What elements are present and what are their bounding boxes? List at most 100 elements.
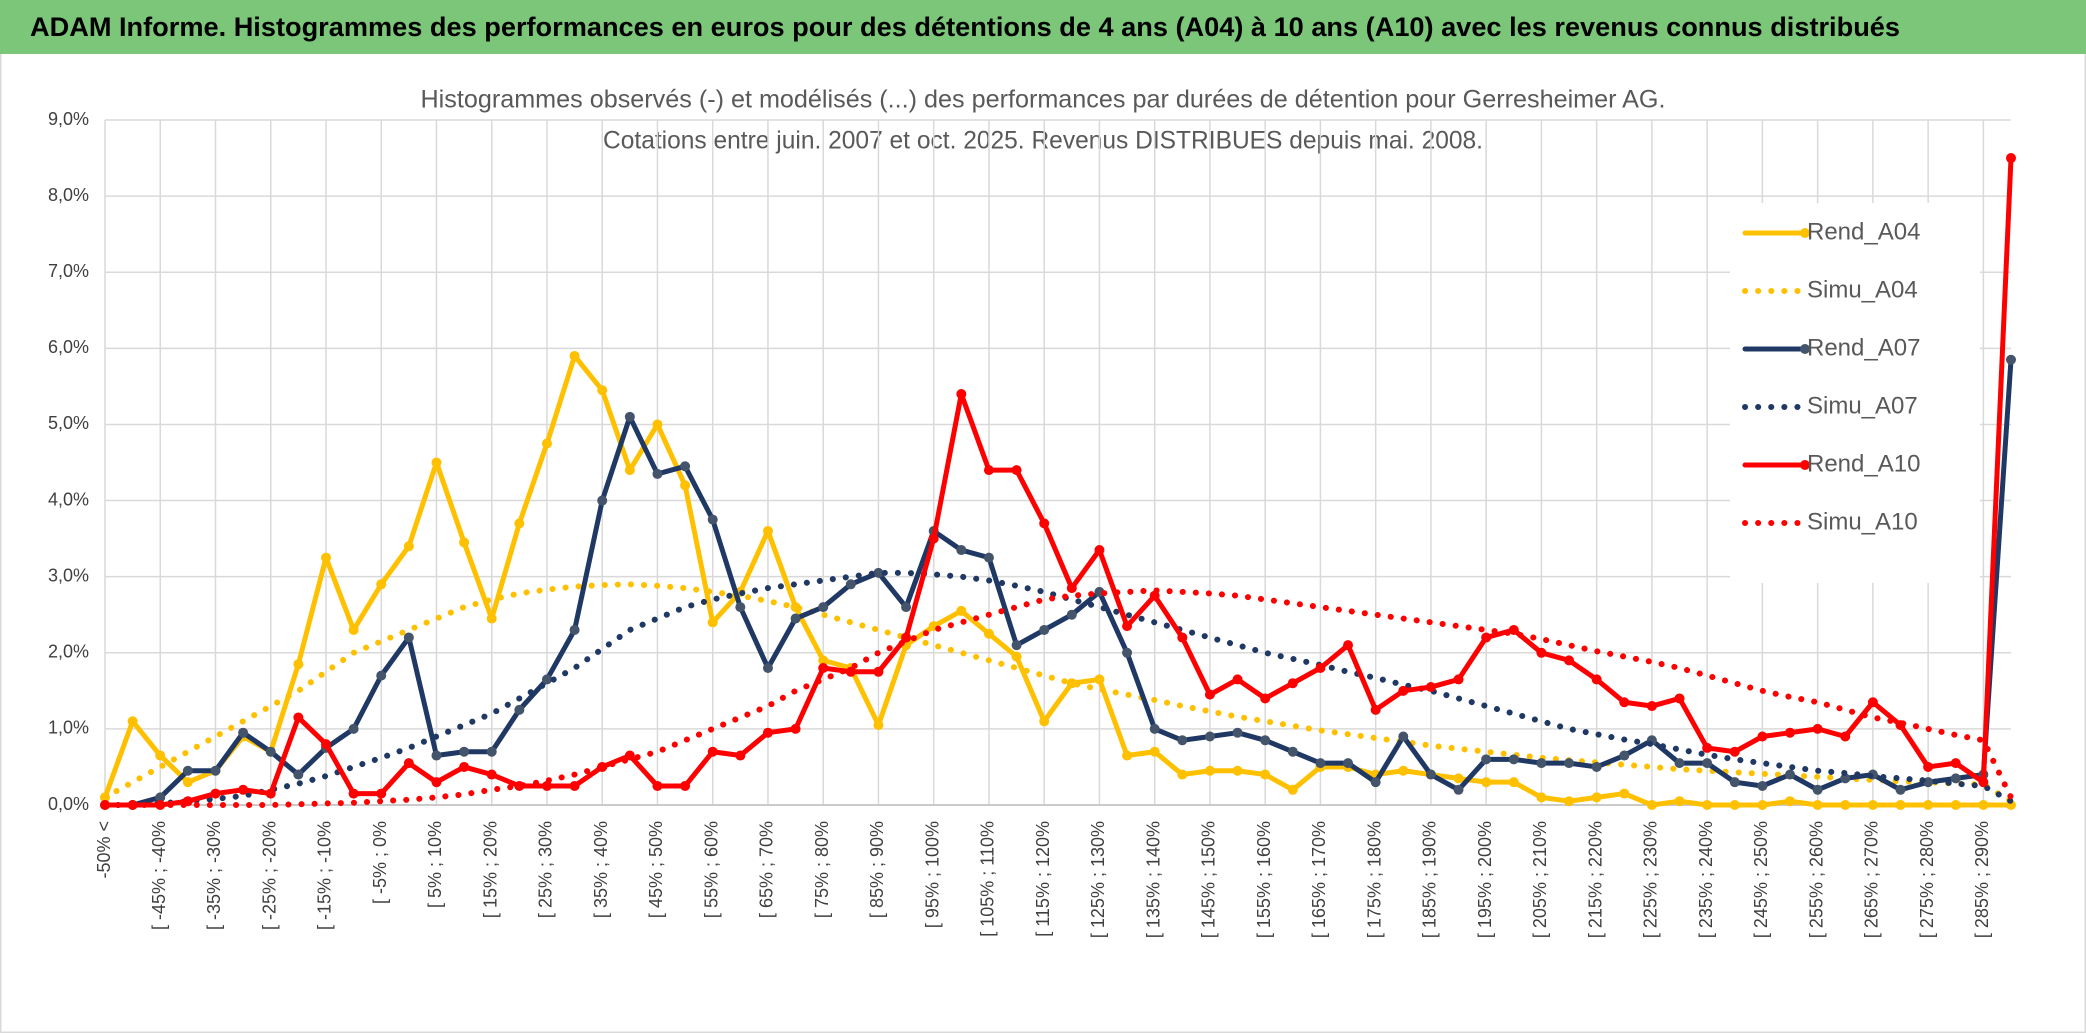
marker (707, 514, 718, 525)
x-tick-label: [ 5% ; 10% (425, 821, 445, 908)
marker (1564, 796, 1575, 807)
marker (956, 605, 967, 616)
marker (845, 579, 856, 590)
chart-title: Histogrammes observés (-) et modélisés (… (421, 86, 1666, 114)
marker (624, 465, 635, 476)
marker (348, 624, 359, 635)
legend-marker (1800, 228, 1810, 238)
marker (1619, 788, 1630, 799)
x-tick-label: [ 55% ; 60% (701, 821, 721, 918)
marker (1398, 731, 1409, 742)
marker (1895, 800, 1906, 810)
x-tick-label: [ 175% ; 180% (1364, 821, 1384, 938)
marker (1978, 777, 1989, 788)
x-tick-label: [ 165% ; 170% (1309, 821, 1329, 938)
marker (1177, 769, 1188, 780)
marker (1039, 624, 1050, 635)
marker (1481, 777, 1492, 788)
marker (1066, 583, 1077, 594)
marker (210, 788, 221, 799)
marker (1122, 647, 1133, 658)
marker (348, 723, 359, 734)
marker (762, 526, 773, 536)
x-tick-label: [ 135% ; 140% (1143, 821, 1163, 938)
marker (1674, 693, 1685, 704)
x-tick-label: [ -25% ; -20% (259, 821, 279, 930)
marker (376, 788, 387, 799)
marker (320, 552, 331, 563)
legend: Rend_A04 Simu_A04 Rend_A07 Simu_A07 Rend_A10… (1730, 203, 1980, 583)
x-tick-label: [ 275% ; 280% (1917, 821, 1937, 938)
legend-marker (1800, 460, 1810, 470)
marker (569, 624, 580, 635)
marker (541, 674, 552, 685)
marker (1674, 758, 1685, 769)
marker (403, 632, 414, 643)
marker (1287, 678, 1298, 689)
marker (1950, 758, 1961, 769)
marker (1619, 697, 1630, 708)
marker (818, 602, 829, 613)
x-tick-label: [ 155% ; 160% (1254, 821, 1274, 938)
marker (652, 419, 663, 430)
marker (1923, 800, 1934, 810)
x-tick-label: [ 105% ; 110% (978, 821, 998, 937)
marker (1646, 701, 1657, 712)
marker (1343, 640, 1354, 651)
y-tick-label: 1,0% (48, 718, 89, 738)
marker (901, 602, 912, 613)
marker (1122, 750, 1133, 761)
x-tick-label: [ 65% ; 70% (757, 821, 777, 918)
x-tick-label: [ 95% ; 100% (922, 821, 942, 928)
marker (293, 769, 304, 780)
marker (1260, 735, 1271, 746)
marker (597, 385, 608, 396)
marker (182, 765, 193, 776)
marker (873, 567, 884, 578)
marker (1702, 758, 1713, 769)
marker (376, 579, 387, 590)
marker (514, 518, 525, 529)
marker (1149, 723, 1160, 734)
marker (1785, 727, 1796, 738)
marker (1729, 800, 1740, 810)
marker (1039, 518, 1050, 529)
marker (1315, 663, 1326, 673)
x-tick-label: [ 45% ; 50% (646, 821, 666, 918)
x-tick-label: [ 145% ; 150% (1199, 821, 1219, 938)
marker (1978, 800, 1989, 810)
marker (1812, 800, 1823, 810)
marker (265, 788, 276, 799)
marker (293, 712, 304, 723)
marker (1757, 800, 1768, 810)
marker (320, 739, 331, 750)
marker (541, 780, 552, 791)
marker (1702, 742, 1713, 753)
marker (431, 777, 442, 788)
y-tick-label: 0,0% (48, 794, 89, 814)
marker (459, 761, 470, 772)
marker (1923, 777, 1934, 788)
marker (127, 716, 138, 727)
marker (1287, 746, 1298, 757)
legend-label: Simu_A04 (1807, 276, 1918, 303)
marker (541, 438, 552, 449)
marker (1591, 674, 1602, 685)
marker (265, 746, 276, 757)
marker (1591, 761, 1602, 772)
x-tick-label: [ 255% ; 260% (1806, 821, 1826, 938)
x-tick-label: [ -15% ; -10% (315, 821, 335, 930)
x-tick-label: [ 75% ; 80% (812, 821, 832, 918)
marker (1923, 761, 1934, 772)
marker (1122, 621, 1133, 632)
marker (1508, 624, 1519, 635)
legend-box (1730, 203, 1980, 583)
marker (1425, 769, 1436, 780)
x-tick-label: [ 265% ; 270% (1862, 821, 1882, 938)
marker (1260, 769, 1271, 780)
marker (1066, 609, 1077, 620)
marker (1564, 655, 1575, 666)
marker (210, 765, 221, 776)
marker (569, 780, 580, 791)
x-tick-label: [ 125% ; 130% (1088, 821, 1108, 938)
